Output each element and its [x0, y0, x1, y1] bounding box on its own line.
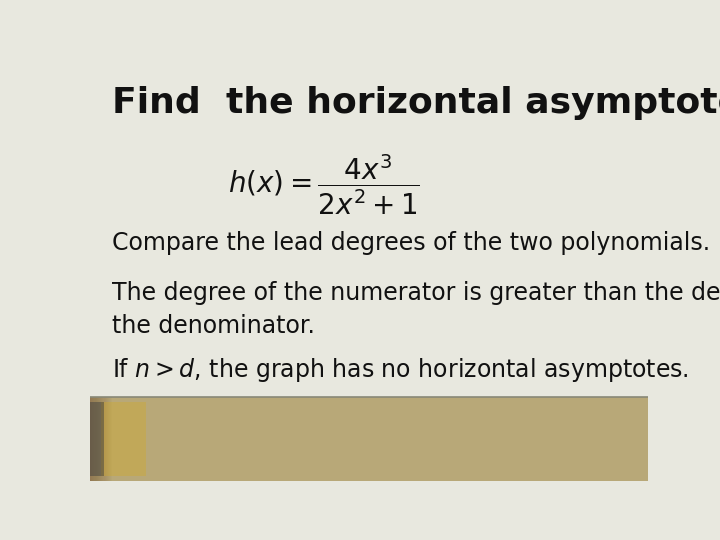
- Text: The degree of the numerator is greater than the degree of: The degree of the numerator is greater t…: [112, 281, 720, 305]
- FancyBboxPatch shape: [90, 397, 648, 481]
- FancyBboxPatch shape: [101, 402, 145, 476]
- FancyBboxPatch shape: [90, 402, 104, 476]
- Text: Find  the horizontal asymptote:: Find the horizontal asymptote:: [112, 85, 720, 119]
- Text: the denominator.: the denominator.: [112, 314, 315, 338]
- Text: If $n > d$, the graph has no horizontal asymptotes.: If $n > d$, the graph has no horizontal …: [112, 356, 689, 384]
- FancyBboxPatch shape: [90, 65, 648, 397]
- Text: $\mathit{h}(\mathit{x}) = \dfrac{4x^3}{2x^2+1}$: $\mathit{h}(\mathit{x}) = \dfrac{4x^3}{2…: [228, 152, 420, 217]
- Text: Compare the lead degrees of the two polynomials.: Compare the lead degrees of the two poly…: [112, 231, 711, 255]
